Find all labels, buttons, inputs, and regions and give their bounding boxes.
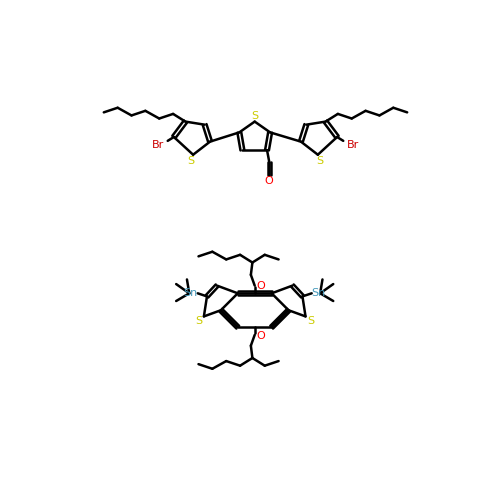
Text: O: O: [264, 176, 273, 186]
Text: S: S: [316, 156, 324, 166]
Text: Br: Br: [152, 140, 164, 149]
Text: S: S: [187, 156, 194, 166]
Text: Br: Br: [346, 140, 358, 149]
Text: S: S: [251, 111, 258, 121]
Text: S: S: [308, 316, 314, 326]
Text: S: S: [195, 316, 202, 326]
Text: Sn: Sn: [184, 288, 198, 298]
Text: O: O: [256, 332, 265, 342]
Text: O: O: [256, 280, 265, 290]
Text: Sn: Sn: [312, 288, 326, 298]
